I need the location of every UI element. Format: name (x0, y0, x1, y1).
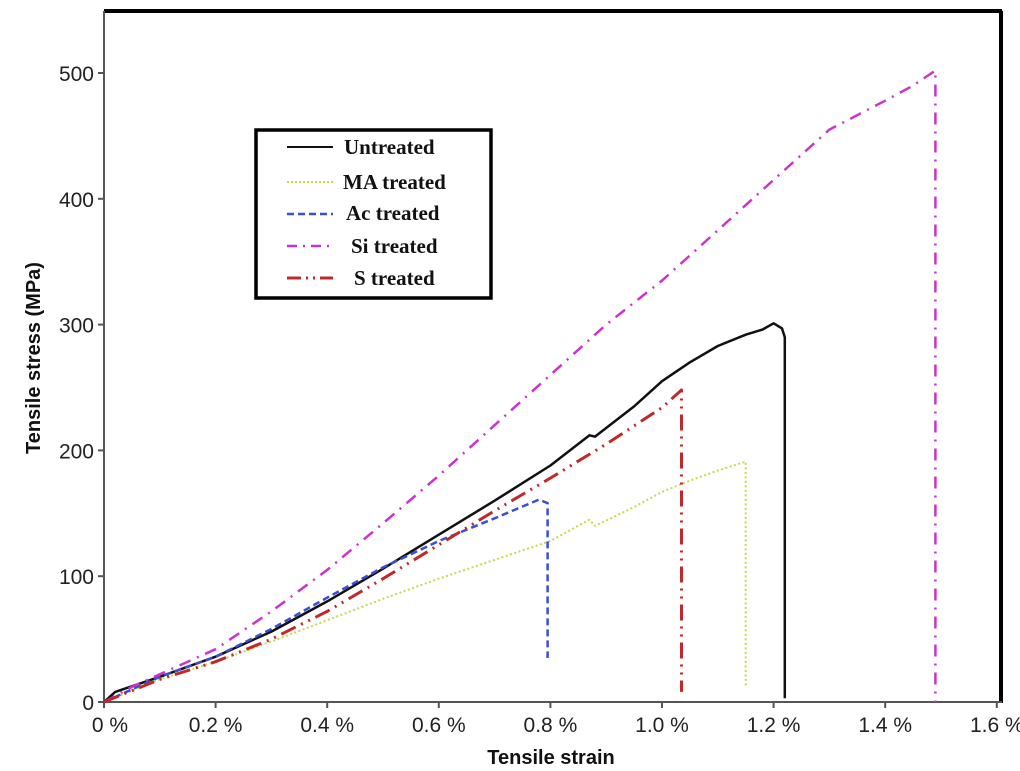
legend-box (254, 128, 493, 300)
x-axis-ticks: 0 % 0.2 % 0.4 % 0.6 % 0.8 % 1.0 % 1.2 % 1.4 % 1.… (92, 702, 1020, 737)
series-group (103, 69, 937, 704)
y-axis-ticks: 0 100 200 300 400 500 (59, 63, 104, 715)
x-tick-label: 0.2 % (189, 714, 243, 737)
y-tick-label: 0 (82, 692, 94, 715)
legend-item-untreated: Untreated (287, 135, 435, 159)
legend: Untreated MA treated Ac treated Si treat… (254, 128, 493, 300)
x-tick-label: 1.6 % (970, 714, 1020, 737)
y-tick-label: 100 (59, 566, 94, 589)
series-untreated (103, 322, 787, 703)
legend-item-ac-treated: Ac treated (287, 201, 440, 225)
x-tick-label: 0.8 % (524, 714, 578, 737)
y-axis-title: Tensile stress (MPa) (23, 262, 45, 454)
legend-label: S treated (354, 266, 435, 290)
series-ma-treated (103, 460, 747, 703)
y-tick-label: 400 (59, 189, 94, 212)
legend-label: Si treated (351, 234, 438, 258)
legend-label: Ac treated (346, 201, 440, 225)
legend-item-ma-treated: MA treated (287, 170, 446, 194)
y-tick-label: 500 (59, 63, 94, 86)
legend-label: MA treated (343, 170, 446, 194)
legend-item-si-treated: Si treated (287, 234, 438, 258)
plot-frame (104, 11, 1001, 702)
x-tick-label: 1.2 % (747, 714, 801, 737)
plot-area (103, 9, 1003, 703)
x-tick-label: 0 % (92, 714, 128, 737)
y-tick-label: 200 (59, 440, 94, 463)
legend-item-s-treated: S treated (287, 266, 435, 290)
series-s-treated (103, 388, 683, 704)
series-ac-treated (103, 498, 549, 704)
series-si-treated (103, 69, 937, 704)
x-tick-label: 0.6 % (412, 714, 466, 737)
x-tick-label: 1.4 % (858, 714, 912, 737)
x-tick-label: 1.0 % (635, 714, 689, 737)
y-tick-label: 300 (59, 315, 94, 338)
x-tick-label: 0.4 % (300, 714, 354, 737)
legend-label: Untreated (344, 135, 435, 159)
x-axis-title: Tensile strain (487, 747, 614, 769)
